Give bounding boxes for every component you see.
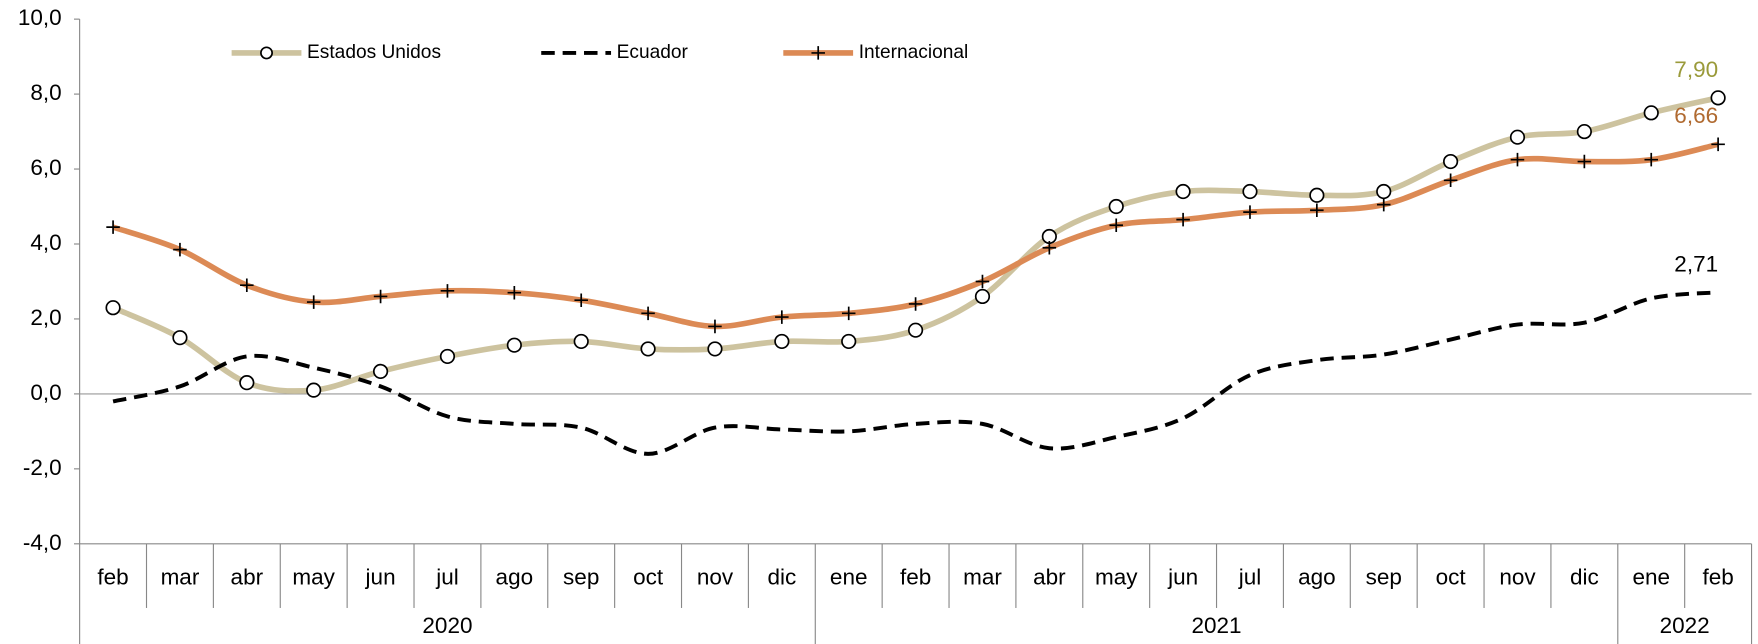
marker <box>1242 183 1258 200</box>
x-tick-label: may <box>1095 565 1138 590</box>
x-tick-label: feb <box>97 565 128 590</box>
marker <box>574 293 588 307</box>
marker <box>173 242 187 257</box>
marker <box>105 300 121 316</box>
x-tick-label: nov <box>1499 565 1536 590</box>
y-tick-label: -4,0 <box>23 530 62 555</box>
marker <box>306 382 322 398</box>
marker <box>975 274 990 289</box>
marker <box>708 319 722 334</box>
x-tick-label: oct <box>633 565 664 590</box>
marker <box>641 306 655 321</box>
y-tick-label: 2,0 <box>30 305 61 330</box>
x-tick-label: dic <box>767 565 796 590</box>
x-tick-label: jul <box>435 565 459 590</box>
marker <box>1643 105 1659 121</box>
year-label: 2022 <box>1660 613 1710 638</box>
year-label: 2020 <box>422 613 472 638</box>
marker <box>1710 90 1726 106</box>
legend-marker <box>260 46 273 60</box>
x-tick-label: nov <box>697 565 734 590</box>
marker <box>1644 152 1658 167</box>
y-tick-label: 6,0 <box>30 155 61 180</box>
series-line <box>111 95 1719 394</box>
y-tick-label: 4,0 <box>30 230 61 255</box>
x-tick-label: mar <box>963 565 1002 590</box>
x-tick-label: abr <box>231 565 264 590</box>
x-tick-label: jul <box>1238 565 1262 590</box>
marker <box>1711 137 1725 152</box>
marker <box>372 363 389 380</box>
marker <box>573 333 589 350</box>
marker <box>440 284 455 298</box>
marker <box>841 333 857 350</box>
x-tick-label: feb <box>900 565 931 590</box>
marker <box>1443 153 1459 170</box>
x-tick-label: may <box>292 565 335 590</box>
marker <box>1310 203 1324 218</box>
x-tick-label: feb <box>1702 565 1733 590</box>
marker <box>306 295 321 309</box>
series-line <box>112 290 1719 456</box>
marker <box>1376 183 1392 200</box>
marker <box>1443 173 1458 188</box>
marker <box>1376 197 1391 212</box>
marker <box>1108 198 1124 215</box>
legend-label: Estados Unidos <box>307 42 441 63</box>
x-tick-label: ene <box>830 565 868 590</box>
marker <box>239 375 255 391</box>
x-tick-label: abr <box>1033 565 1066 590</box>
x-tick-label: ene <box>1632 565 1670 590</box>
marker <box>1175 183 1191 200</box>
marker <box>507 285 522 300</box>
legend-label: Ecuador <box>617 42 689 63</box>
marker <box>1577 154 1592 169</box>
marker <box>1576 123 1592 140</box>
marker <box>506 337 522 353</box>
y-tick-label: 10,0 <box>18 5 62 30</box>
marker <box>1176 212 1190 227</box>
y-tick-label: -2,0 <box>23 455 62 480</box>
value-label: 2,71 <box>1674 251 1718 276</box>
legend-marker <box>811 46 825 60</box>
marker <box>1042 240 1057 255</box>
marker <box>907 322 924 338</box>
legend-label: Internacional <box>859 42 969 63</box>
marker <box>172 330 188 346</box>
x-tick-label: jun <box>365 565 396 590</box>
marker <box>240 278 254 292</box>
marker <box>908 297 923 311</box>
x-tick-label: dic <box>1570 565 1599 590</box>
marker <box>775 310 789 324</box>
x-tick-label: mar <box>161 565 200 590</box>
marker <box>1309 187 1325 203</box>
marker <box>1510 152 1525 167</box>
x-tick-label: sep <box>1366 565 1402 590</box>
marker <box>106 220 120 234</box>
marker <box>373 289 388 304</box>
value-label: 7,90 <box>1674 57 1718 82</box>
marker <box>974 288 991 305</box>
marker <box>439 348 456 365</box>
marker <box>1509 129 1526 145</box>
year-label: 2021 <box>1192 613 1242 638</box>
marker <box>707 341 723 357</box>
x-tick-label: oct <box>1436 565 1467 590</box>
x-tick-label: ago <box>1298 565 1336 590</box>
y-tick-label: 8,0 <box>30 80 61 105</box>
marker <box>1243 205 1257 219</box>
value-label: 6,66 <box>1674 103 1718 128</box>
marker <box>774 333 790 350</box>
marker <box>841 306 856 321</box>
x-tick-label: jun <box>1167 565 1198 590</box>
marker <box>640 341 656 357</box>
y-tick-label: 0,0 <box>30 380 61 405</box>
x-tick-label: sep <box>563 565 599 590</box>
x-tick-label: ago <box>496 565 534 590</box>
marker <box>1109 218 1123 233</box>
